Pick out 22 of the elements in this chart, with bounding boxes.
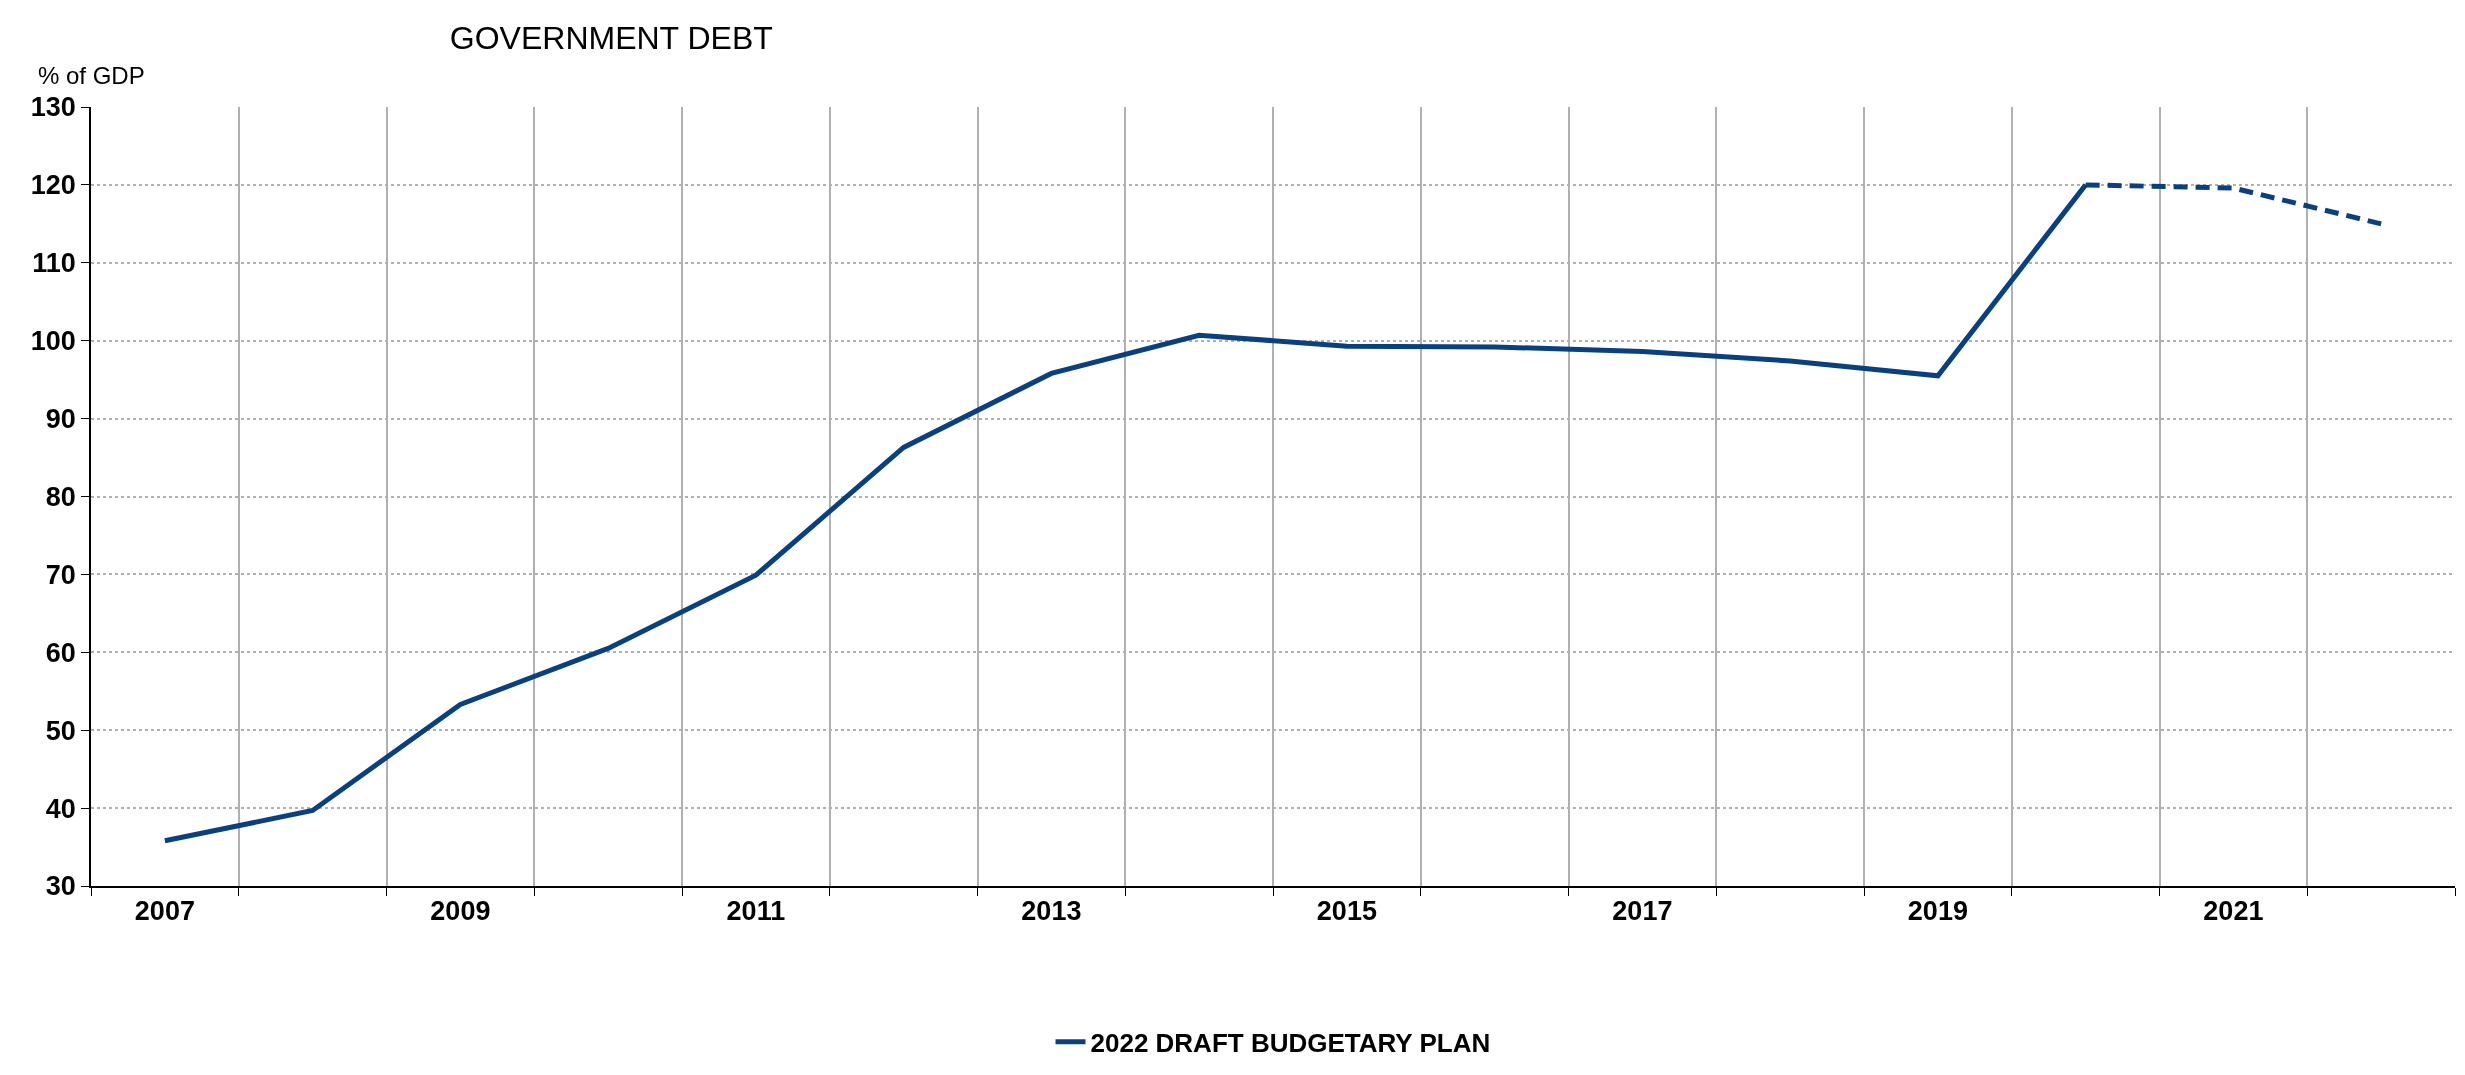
y-tick-label: 100 [30,326,76,357]
y-tick-label: 30 [45,871,76,902]
y-tick-label: 80 [45,481,76,512]
x-tick-label: 2007 [134,896,195,927]
x-tick-label: 2011 [726,896,786,927]
x-tick-label: 2017 [1612,896,1673,927]
y-tick-label: 40 [45,793,76,824]
y-tick-label: 120 [30,170,76,201]
x-tick-label: 2009 [430,896,491,927]
y-tick-label: 130 [30,92,76,123]
y-tick-label: 90 [45,404,76,435]
legend-label: 2022 DRAFT BUDGETARY PLAN [1090,1027,1491,1058]
x-tick-label: 2013 [1021,896,1082,927]
y-tick-label: 110 [32,248,76,279]
y-tick-label: 60 [45,637,76,668]
y-tick-label: 70 [45,559,76,590]
x-tick-label: 2019 [1907,896,1968,927]
y-tick-label: 50 [45,715,76,746]
chart-title: GOVERNMENT DEBT [449,20,773,57]
y-axis-title: % of GDP [38,62,145,89]
x-tick-label: 2015 [1316,896,1377,927]
x-tick-label: 2021 [2203,896,2264,927]
